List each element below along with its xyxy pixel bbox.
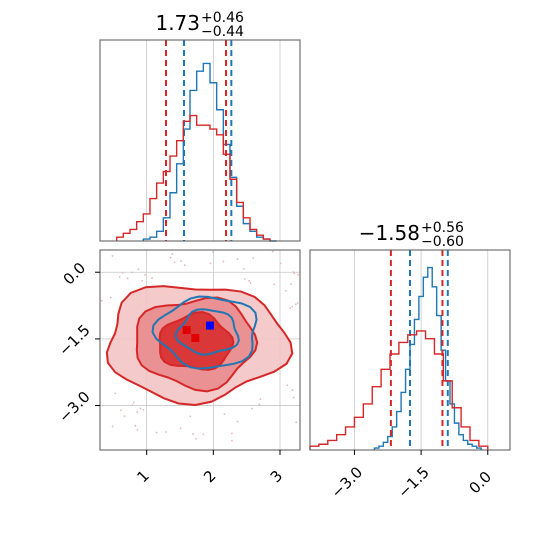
- scatter-point: [192, 433, 194, 435]
- contour-y-tick-label: 0.0: [60, 259, 90, 289]
- scatter-point: [131, 404, 134, 407]
- scatter-point: [137, 268, 140, 271]
- scatter-point: [273, 283, 276, 286]
- scatter-point: [139, 407, 142, 410]
- scatter-point: [292, 396, 295, 399]
- contour-y-tick-label: −1.5: [55, 321, 93, 359]
- scatter-point: [120, 409, 122, 412]
- scatter-point: [151, 277, 153, 280]
- scatter-point: [289, 307, 292, 309]
- scatter-point: [126, 277, 129, 280]
- histogram-step: [373, 266, 482, 450]
- scatter-point: [285, 289, 287, 292]
- scatter-point: [141, 280, 144, 282]
- scatter-point: [202, 433, 205, 436]
- scatter-point: [297, 273, 299, 276]
- scatter-point: [136, 411, 139, 414]
- histogram-panel-right: [309, 249, 511, 455]
- scatter-point: [291, 305, 294, 308]
- scatter-point: [121, 271, 124, 274]
- histogram-step: [115, 114, 271, 241]
- scatter-point: [222, 260, 225, 263]
- scatter-point: [114, 392, 117, 395]
- scatter-point: [242, 267, 245, 270]
- scatter-point: [230, 432, 233, 435]
- scatter-point: [230, 439, 233, 442]
- contour-x-tick-label: 2: [200, 467, 219, 486]
- scatter-point: [259, 398, 262, 400]
- scatter-point: [293, 272, 296, 275]
- scatter-point: [118, 276, 121, 278]
- scatter-point: [249, 281, 252, 284]
- red-median-marker: [191, 334, 200, 342]
- scatter-point: [292, 271, 295, 273]
- panel-frame: [309, 249, 511, 451]
- scatter-point: [236, 420, 239, 423]
- scatter-point: [173, 261, 176, 263]
- panel-frame: [99, 249, 301, 451]
- histogram-step: [142, 62, 277, 242]
- scatter-point: [258, 403, 261, 406]
- scatter-point: [155, 431, 158, 434]
- scatter-point: [171, 253, 174, 255]
- scatter-point: [248, 279, 251, 282]
- contour-x-tick-label: 1: [133, 467, 152, 486]
- scatter-point: [179, 427, 182, 430]
- scatter-point: [294, 303, 297, 306]
- scatter-point: [243, 277, 246, 280]
- scatter-point: [169, 256, 172, 259]
- red-peak-marker: [182, 326, 191, 334]
- scatter-point: [142, 408, 145, 411]
- hist-x-title-value: 1.73: [155, 11, 200, 35]
- scatter-point: [195, 438, 197, 440]
- scatter-point: [111, 425, 114, 428]
- scatter-point: [134, 424, 137, 427]
- scatter-point: [223, 413, 226, 416]
- hist-y-tick-label: 0.0: [465, 468, 495, 498]
- scatter-point: [165, 431, 167, 433]
- hist-y-tick-label: −3.0: [328, 463, 366, 501]
- hist-y-title-value: −1.58: [359, 221, 420, 245]
- scatter-point: [212, 251, 215, 253]
- contour-x-tick-label: 3: [267, 467, 286, 486]
- scatter-point: [290, 283, 293, 286]
- contour-panel: [95, 249, 301, 455]
- blue-contour-level: [174, 308, 240, 356]
- scatter-point: [279, 262, 282, 265]
- scatter-point: [296, 302, 299, 304]
- hist-y-title-minus: −0.60: [421, 234, 464, 250]
- scatter-point: [286, 384, 289, 387]
- blue-peak-marker: [206, 321, 214, 330]
- scatter-point: [209, 262, 212, 265]
- hist-y-title-plus: +0.56: [421, 220, 464, 236]
- scatter-point: [271, 250, 274, 253]
- scatter-point: [100, 299, 103, 302]
- scatter-point: [183, 264, 186, 267]
- scatter-point: [236, 258, 239, 260]
- hist-x-title-plus: +0.46: [201, 10, 244, 26]
- scatter-point: [251, 407, 254, 410]
- histogram-step: [309, 330, 489, 450]
- scatter-point: [132, 401, 135, 404]
- scatter-point: [252, 257, 255, 260]
- hist-x-title-minus: −0.44: [201, 24, 244, 40]
- hist-y-tick-label: −1.5: [394, 463, 432, 501]
- blue-contour-level: [151, 295, 258, 370]
- scatter-point: [136, 428, 139, 431]
- scatter-point: [123, 415, 126, 418]
- scatter-point: [109, 296, 112, 299]
- scatter-point: [144, 273, 146, 276]
- scatter-point: [131, 271, 133, 274]
- scatter-point: [291, 389, 294, 391]
- histogram-panel-top: [99, 39, 301, 242]
- panel-frame: [99, 39, 301, 242]
- contour-y-tick-label: −3.0: [55, 388, 93, 426]
- scatter-point: [189, 415, 192, 418]
- scatter-point: [295, 421, 298, 424]
- scatter-point: [111, 255, 114, 257]
- scatter-point: [180, 260, 182, 263]
